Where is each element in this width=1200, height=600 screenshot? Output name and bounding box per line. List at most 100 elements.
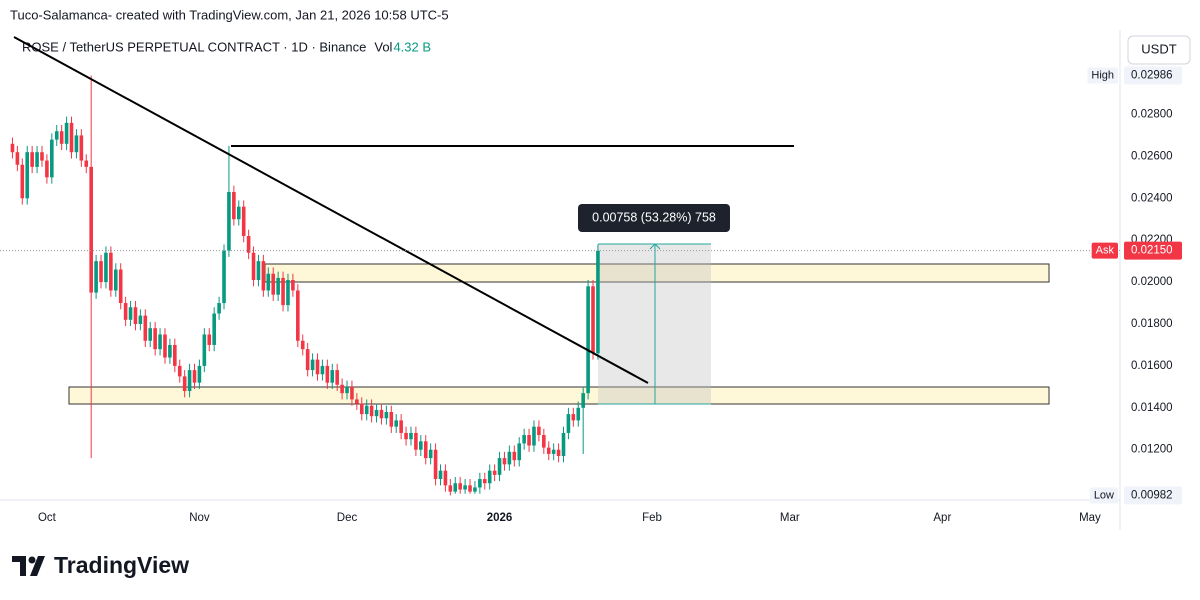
candle-body — [54, 131, 59, 140]
candle-body — [507, 451, 512, 465]
candle-body — [423, 441, 428, 459]
x-tick-label: Oct — [38, 512, 57, 524]
candle-body — [232, 192, 236, 220]
candle-body — [581, 393, 585, 408]
marker-value: 0.00982 — [1131, 489, 1173, 501]
candle-body — [566, 414, 571, 433]
author-line: Tuco-Salamanca- created with TradingView… — [10, 7, 449, 22]
currency-button[interactable] — [1127, 35, 1191, 65]
marker-name: High — [1091, 69, 1114, 81]
candle-body — [128, 307, 133, 320]
candle-body — [197, 365, 202, 383]
marker-name-box — [1087, 67, 1118, 84]
candle-body — [438, 470, 443, 480]
candle-body — [40, 152, 44, 161]
x-tick-label: Nov — [189, 512, 210, 524]
candle-body — [345, 386, 349, 394]
candle-body — [399, 420, 403, 433]
candle-body — [310, 359, 315, 371]
candle-body — [50, 139, 54, 178]
candle-body — [133, 307, 138, 324]
candle-body — [212, 313, 216, 345]
candle-body — [546, 447, 551, 454]
candle-body — [20, 164, 25, 199]
candle-body — [492, 470, 497, 475]
candle-body — [261, 261, 266, 291]
candle-body — [556, 449, 561, 456]
candle-body — [537, 426, 541, 436]
candle-body — [571, 414, 576, 421]
y-tick-label: 0.02400 — [1131, 192, 1173, 204]
y-tick-label: 0.01200 — [1131, 444, 1173, 456]
candle-body — [10, 143, 15, 153]
candle-body — [453, 483, 458, 492]
candle-body — [256, 261, 261, 280]
measure-label-box — [578, 204, 730, 232]
candle-body — [443, 470, 448, 486]
marker-value: 0.02986 — [1131, 70, 1173, 82]
candle-body — [355, 399, 359, 404]
candle-body — [241, 206, 246, 236]
candle-body — [276, 277, 280, 295]
candle-body — [478, 479, 482, 488]
candle-body — [173, 344, 177, 366]
candle-body — [340, 384, 344, 394]
candle-body — [335, 370, 339, 385]
y-tick-label: 0.02600 — [1131, 150, 1173, 162]
candle-body — [266, 273, 271, 291]
volume-value: 4.32 B — [393, 39, 431, 54]
marker-value-box — [1124, 66, 1182, 85]
candle-body — [458, 483, 462, 490]
candle-body — [30, 152, 34, 167]
candle-body — [522, 435, 526, 444]
candle-body — [158, 334, 162, 350]
currency-label[interactable]: USDT — [1141, 41, 1176, 56]
candle-body — [379, 409, 384, 419]
trend-line — [13, 36, 649, 384]
candle-body — [517, 443, 522, 461]
measure-label: 0.00758 (53.28%) 758 — [592, 210, 716, 224]
candle-body — [576, 407, 581, 421]
candle-body — [305, 349, 310, 371]
candle-body — [271, 273, 276, 295]
candle-body — [433, 449, 438, 480]
candle-body — [394, 420, 399, 427]
x-tick-label: Apr — [933, 512, 951, 524]
candle-body — [118, 269, 123, 304]
candle-body — [69, 122, 74, 153]
candle-body — [527, 435, 531, 446]
candle-body — [325, 365, 330, 383]
marker-name-box — [1091, 242, 1118, 259]
candle-body — [350, 386, 354, 400]
candle-body — [551, 449, 556, 454]
marker-name: Ask — [1096, 245, 1115, 257]
candle-body — [473, 487, 477, 492]
measure-arrowhead — [649, 243, 661, 250]
y-tick-label: 0.02000 — [1131, 276, 1173, 288]
candle-body — [300, 340, 305, 350]
candle-body — [315, 359, 320, 375]
candle-body — [153, 328, 157, 350]
candle-body — [99, 261, 103, 283]
candle-body — [143, 315, 148, 341]
candle-body — [448, 485, 453, 492]
marker-name-box — [1089, 487, 1118, 504]
logo-text: TradingView — [54, 552, 189, 578]
candle-body — [291, 280, 295, 291]
x-tick-label: Feb — [642, 512, 662, 524]
drawings-top: 0.00758 (53.28%) 758 — [13, 36, 794, 405]
drawings — [68, 244, 1050, 405]
support-zone — [68, 386, 1050, 405]
candle-body — [428, 449, 433, 459]
candle-body — [35, 152, 39, 167]
candle-body — [374, 409, 379, 417]
candle-body — [409, 432, 413, 440]
candle-body — [79, 135, 84, 161]
candle-body — [177, 365, 182, 377]
candle-body — [89, 166, 93, 293]
y-tick-label: 0.02800 — [1131, 109, 1173, 121]
candle-body — [591, 286, 595, 354]
candle-body — [296, 290, 300, 341]
